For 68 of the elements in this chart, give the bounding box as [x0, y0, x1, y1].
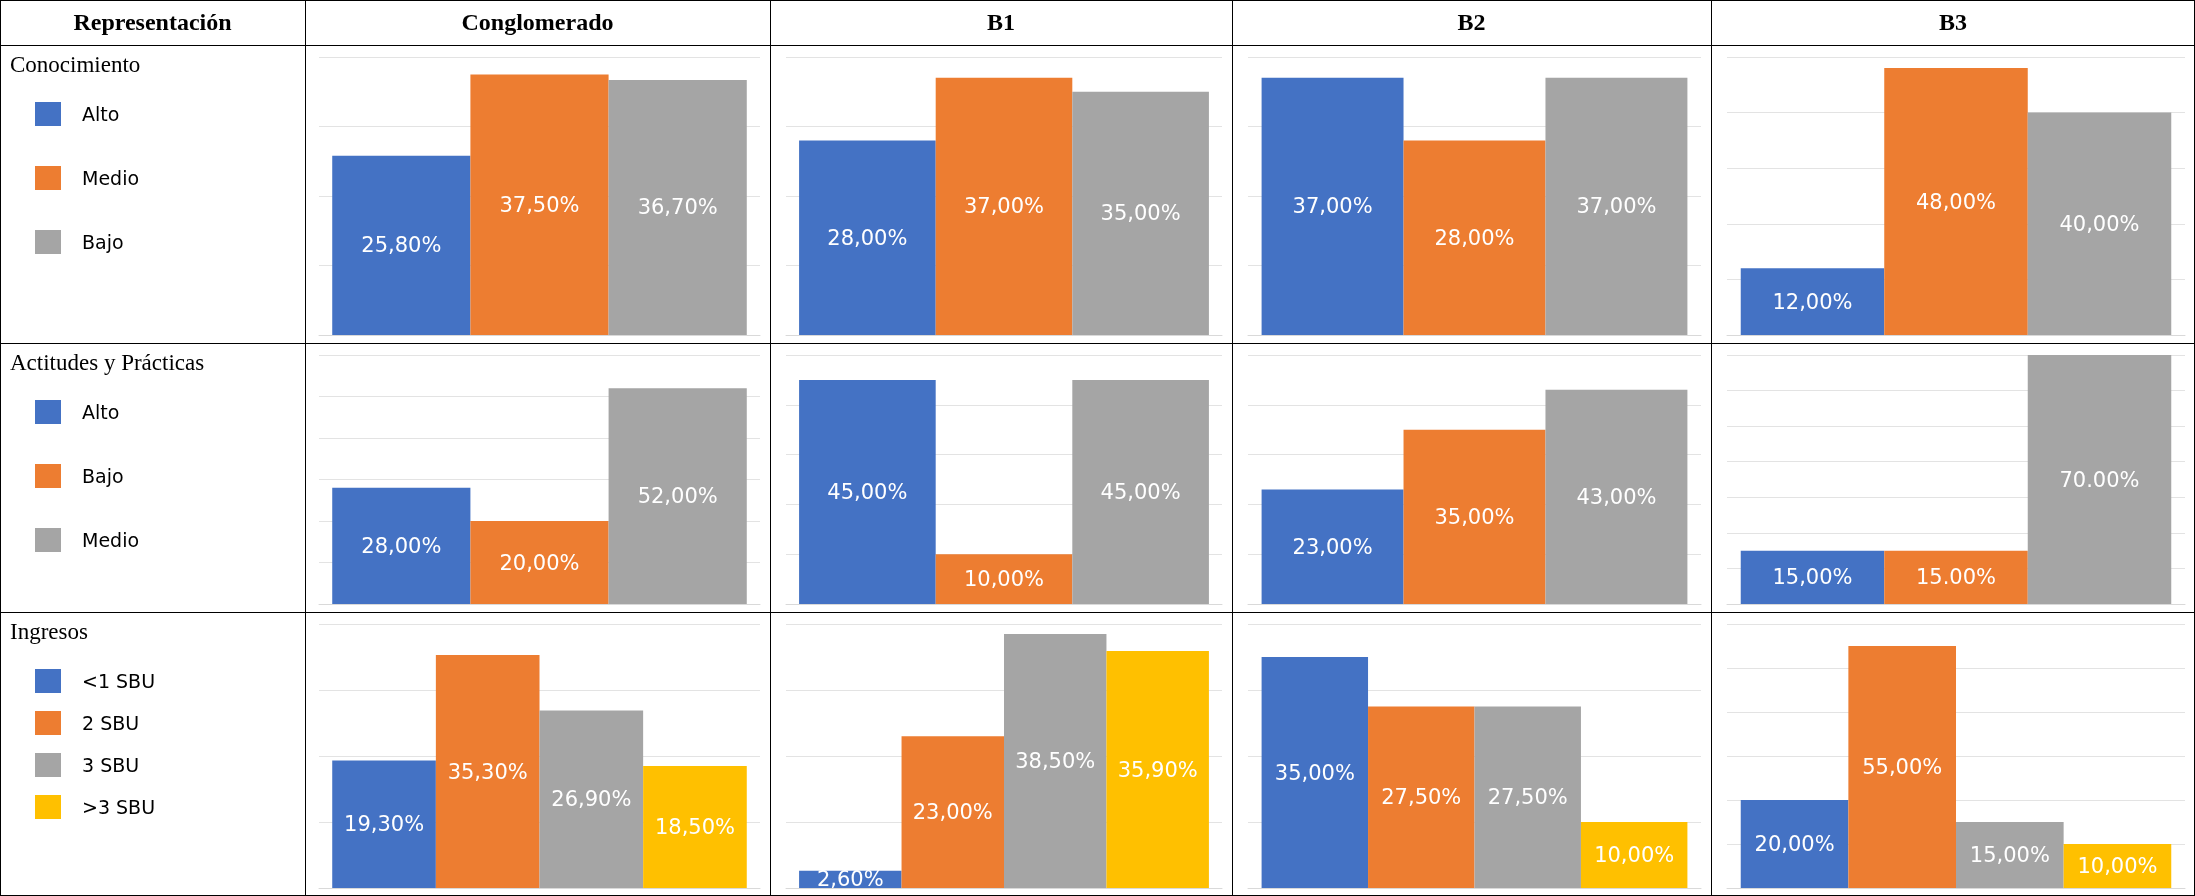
data-label: 10,00% [963, 567, 1045, 592]
data-label: 48,00% [1915, 189, 1997, 214]
data-label: 55,00% [1862, 755, 1943, 779]
data-label: 45,00% [827, 479, 908, 504]
text: Conocimiento [10, 51, 142, 78]
data-label: 20,00% [499, 550, 580, 575]
bar [435, 655, 540, 888]
data-label: 15.00% [1915, 565, 1997, 590]
data-label: 45,00% [1100, 479, 1181, 504]
data-label: 2,60% [816, 867, 884, 892]
data-label: 37,00% [1292, 194, 1373, 219]
legend-label: Alto [82, 401, 120, 423]
data-label: 26,90% [551, 787, 632, 812]
data-label: 35,00% [1434, 504, 1515, 529]
data-label: 37,00% [1576, 194, 1657, 219]
text: B3 [1938, 8, 1968, 37]
text: Conglomerado [460, 8, 615, 37]
data-label: 35,90% [1117, 757, 1198, 782]
data-label: 70.00% [2059, 467, 2140, 492]
legend-label: Bajo [82, 465, 124, 487]
data-label: 40,00% [2059, 211, 2140, 236]
bar [643, 765, 747, 888]
legend-label: Medio [82, 167, 140, 189]
bar [1106, 651, 1209, 888]
data-label: 15,00% [1969, 843, 2050, 867]
data-label: 28,00% [827, 225, 908, 250]
text: B1 [986, 8, 1016, 37]
data-label: 28,00% [361, 533, 442, 558]
legend-label: Medio [82, 529, 140, 551]
legend-label: <1 SBU [82, 670, 156, 692]
text: B2 [1456, 8, 1487, 37]
data-label: 35,00% [1274, 760, 1355, 785]
data-label: 28,00% [1434, 225, 1515, 250]
data-label: 27,50% [1487, 785, 1568, 810]
data-label: 52,00% [637, 484, 718, 509]
data-label: 10,00% [2077, 854, 2158, 878]
data-label: 36,70% [637, 195, 718, 220]
bar [1740, 800, 1849, 888]
bar [1956, 822, 2064, 888]
data-label: 12,00% [1772, 289, 1853, 314]
legend-label: >3 SBU [82, 796, 156, 818]
data-label: 10,00% [1594, 843, 1675, 867]
bar [1848, 646, 1956, 888]
data-label: 35,30% [447, 759, 528, 784]
data-label: 38,50% [1015, 748, 1096, 773]
data-label: 20,00% [1754, 832, 1835, 856]
data-label: 27,50% [1381, 785, 1462, 810]
bar [332, 760, 436, 888]
data-label: 43,00% [1576, 484, 1657, 509]
data-label: 25,80% [361, 233, 442, 258]
legend-label: Bajo [82, 231, 124, 253]
text: Ingresos [10, 618, 89, 645]
legend-label: 2 SBU [82, 712, 140, 734]
bar [539, 710, 644, 888]
text: Representación [72, 8, 233, 37]
data-label: 35,00% [1100, 201, 1181, 226]
text: Actitudes y Prácticas [10, 349, 206, 376]
data-label: 23,00% [1292, 534, 1373, 559]
data-label: 15,00% [1772, 565, 1853, 590]
legend-label: 3 SBU [82, 754, 140, 776]
bar [1004, 633, 1107, 888]
bar [901, 736, 1004, 888]
data-label: 23,00% [912, 800, 993, 825]
data-label: 37,00% [963, 194, 1045, 219]
data-label: 18,50% [654, 814, 735, 839]
data-label: 37,50% [499, 192, 580, 217]
data-label: 19,30% [344, 812, 425, 837]
legend-label: Alto [82, 103, 120, 125]
